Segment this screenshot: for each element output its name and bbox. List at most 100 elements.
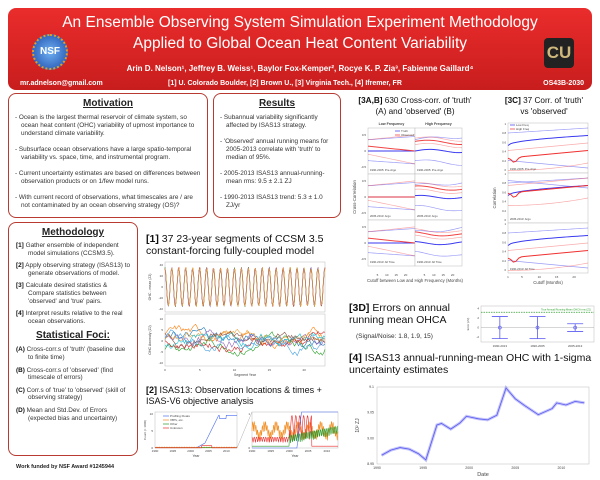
tick-label: -0.5 (361, 257, 367, 261)
nsf-logo: NSF (32, 34, 68, 70)
subplot-period-label: 1990-2005: Pre-Argo (370, 168, 397, 172)
motivation-heading: Motivation (83, 98, 133, 109)
tick-label: 10 (160, 317, 164, 321)
tick-label: 1990 (249, 449, 256, 453)
motivation-item: - Current uncertainty estimates are base… (15, 170, 201, 185)
tick-label: 5 (424, 273, 426, 277)
subplot-period-label: 2005-2013: Argo (417, 214, 438, 218)
tick-label: 9.00 (367, 436, 374, 440)
fig3ab-curve (414, 188, 463, 194)
fig1-title: 37 23-year segments of CCSM 3.5 constant… (146, 233, 324, 257)
tick-label: 8.95 (367, 462, 374, 466)
fig4-caption: [4] ISAS13 annual-running-mean OHC with … (349, 352, 599, 376)
legend-label: Other (170, 422, 178, 426)
tick-label: 5 (521, 275, 523, 279)
subplot-period-label: 1990-2013: All Time (370, 260, 395, 264)
mean-marker (498, 325, 502, 330)
focus-text: Corr.s of 'true' to 'observed' (skill of… (26, 386, 126, 402)
fig2-series-line (252, 411, 338, 449)
step-number: [3] (16, 282, 24, 290)
fig4-axes (376, 386, 590, 465)
results-panel: Results - Subannual variability signific… (213, 93, 341, 218)
fig3c-title-b: vs 'observed' (520, 106, 568, 116)
fig3c-curve (507, 135, 589, 146)
tick-label: 0.8 (502, 181, 506, 185)
tick-label: 1995 (419, 466, 427, 470)
fig4-number: [4] (349, 352, 362, 364)
legend-label: Profiling Floats (170, 414, 190, 418)
reference-label: True Annual Running Mean OHCA rms (ZJ) (541, 308, 591, 312)
tick-label: 5 (199, 368, 201, 372)
step-number: [2] (16, 262, 24, 270)
tick-label: -0.5 (361, 165, 367, 169)
fig2-xlabel: Year (192, 454, 200, 458)
motivation-panel: Motivation - Ocean is the largest therma… (8, 93, 208, 218)
results-item: - 2005-2013 ISAS13 annual-running-mean r… (220, 170, 325, 185)
fig3c-curve (507, 197, 589, 206)
focus-item: (A) Cross-corr.s of 'truth' (baseline du… (16, 346, 132, 361)
tick-label: 10 (233, 368, 237, 372)
tick-label: 1 (507, 275, 509, 279)
fig3c-curve (507, 250, 589, 263)
tick-label: 0.2 (502, 259, 506, 263)
tick-label: 0.2 (502, 209, 506, 213)
step-text: Gather ensemble of independent model sim… (25, 242, 119, 257)
tick-label: -10 (159, 361, 164, 365)
fig3c-subplot (507, 172, 589, 224)
subplot-period-label: 1990-2013: All Time (510, 267, 535, 271)
focus-text: Cross-corr.s of 'truth' (baseline due to… (26, 346, 126, 361)
results-item: - 'Observed' annual running means for 20… (220, 138, 329, 161)
fig3c-curve (507, 235, 589, 246)
tick-label: 0.5 (362, 133, 367, 137)
contact-email[interactable]: mr.adnelson@gmail.com (20, 80, 103, 87)
fig2-series-line (251, 414, 338, 447)
fig3c-curve (507, 177, 589, 186)
fig3c-curve (507, 150, 589, 163)
fig2-number: [2] (146, 385, 157, 395)
legend-label: Unknown (170, 426, 183, 430)
fig3ab-curve (367, 206, 416, 211)
fig3ab-curve (414, 234, 463, 240)
fig3ab-curve (414, 194, 463, 200)
fig2-ylabel: Count (× 1000) (143, 420, 147, 440)
tick-label: 9.1 (369, 385, 374, 389)
focus-label: (C) (16, 386, 25, 394)
tick-label: 15 (555, 275, 559, 279)
tick-label: 0 (504, 218, 506, 222)
tick-label: 0.4 (502, 200, 506, 204)
legend-label: Observed (401, 133, 414, 137)
fig3c-curve (507, 142, 589, 151)
tick-label: 0 (161, 285, 163, 289)
authors: Arin D. Nelson¹, Jeffrey B. Weiss¹, Bayl… (126, 64, 474, 73)
subplot-period-label: 1990-2005: Pre-Argo (417, 168, 444, 172)
fig3ab-curve (414, 136, 463, 141)
fig3ab-curve (414, 143, 463, 149)
fig3c-curve (507, 127, 589, 134)
step-text: Calculate desired statistics & Compare s… (25, 282, 108, 305)
fig1-bottom-ylabel: OHC Anomaly (ZJ) (148, 325, 152, 354)
tick-label: 2000 (187, 449, 194, 453)
fig3c-curve (507, 185, 589, 198)
cu-logo: CU (544, 38, 574, 68)
tick-label: -40 (159, 307, 164, 311)
tick-label: 1 (248, 412, 250, 416)
fig3d-number: [3D] (349, 302, 370, 314)
title-banner: An Ensemble Observing System Simulation … (8, 8, 592, 90)
tick-label: 15 (442, 273, 446, 277)
fig3ab-curve (414, 185, 463, 191)
fig3c-subplot (507, 222, 589, 274)
fig3ab-curve (414, 136, 463, 142)
fig3ab-curve (367, 136, 416, 141)
fig3ab-curve (414, 250, 463, 257)
fig3ab-curve (367, 252, 416, 257)
fig3ab-curve (414, 227, 463, 233)
tick-label: 0 (504, 268, 506, 272)
tick-label: 20 (404, 273, 408, 277)
fig3c-title-a: 37 Corr. of 'truth' (523, 96, 584, 105)
fig3ab-curve (367, 180, 416, 187)
tick-label: 0.8 (502, 131, 506, 135)
fig3ab-curve (414, 204, 463, 212)
affiliations: [1] U. Colorado Boulder, [2] Brown U., [… (168, 80, 402, 87)
zoom-connector (236, 411, 253, 449)
